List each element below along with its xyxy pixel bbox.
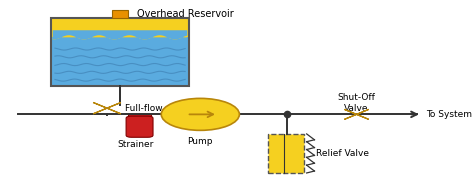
Polygon shape — [93, 102, 121, 114]
Text: Overhead Reservoir: Overhead Reservoir — [137, 9, 234, 20]
FancyBboxPatch shape — [51, 18, 190, 37]
FancyBboxPatch shape — [268, 134, 304, 173]
FancyBboxPatch shape — [51, 37, 190, 86]
Polygon shape — [93, 102, 121, 114]
FancyBboxPatch shape — [128, 114, 151, 118]
FancyBboxPatch shape — [126, 116, 153, 137]
Text: To System: To System — [426, 110, 472, 119]
Polygon shape — [345, 109, 369, 119]
Text: Full-flow shut-off valve: Full-flow shut-off valve — [125, 104, 228, 113]
Polygon shape — [345, 109, 369, 119]
Text: Relief Valve: Relief Valve — [316, 149, 369, 158]
Text: Strainer: Strainer — [117, 141, 154, 149]
FancyBboxPatch shape — [112, 10, 128, 18]
Text: Pump: Pump — [188, 137, 213, 146]
Circle shape — [161, 98, 239, 130]
Text: Shut-Off
Valve: Shut-Off Valve — [337, 93, 375, 113]
